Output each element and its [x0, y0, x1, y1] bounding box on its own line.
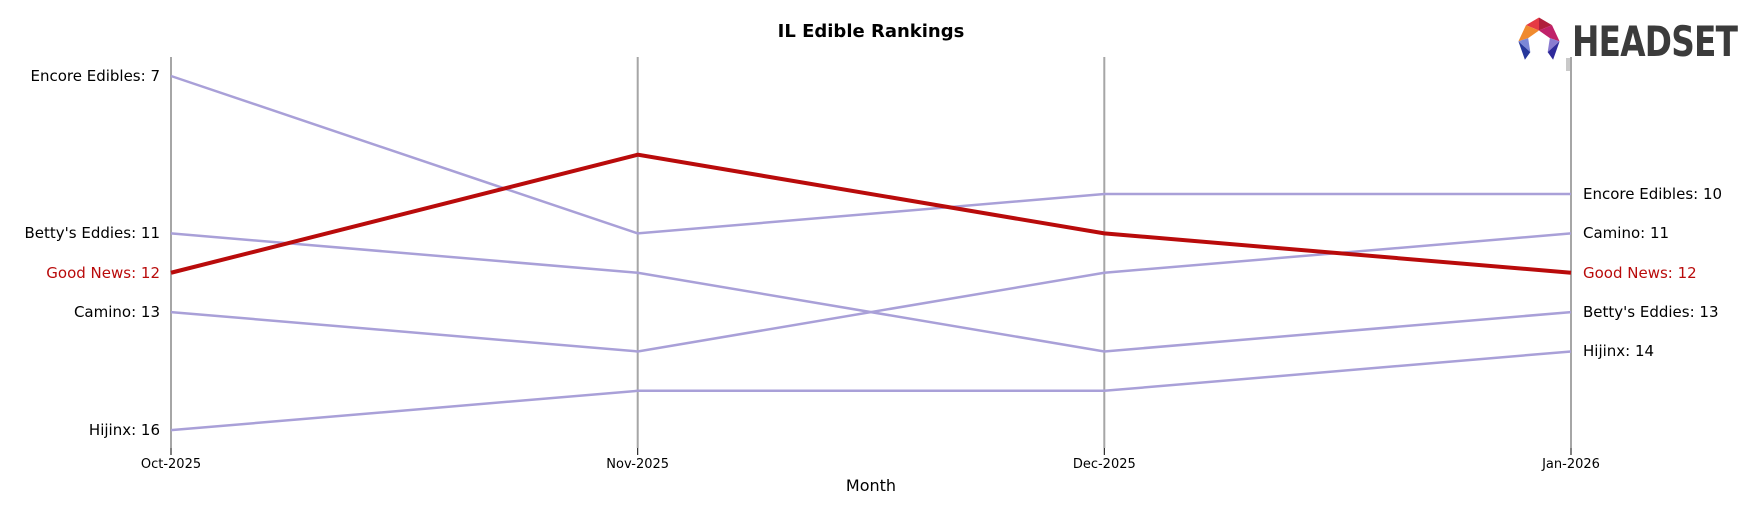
logo-facet-bottom-left-dark — [1518, 41, 1531, 60]
x-tick-label-oct-2025: Oct-2025 — [140, 457, 202, 472]
logo-facet-right-arm — [1539, 25, 1560, 42]
series-label-right-camino: Camino: 11 — [1583, 224, 1670, 243]
logo-facet-bottom-left-light — [1518, 38, 1531, 53]
logo-facet-bottom-right-light — [1547, 38, 1560, 53]
series-line-hijinx — [170, 350, 1572, 432]
series-label-right-encore-edibles: Encore Edibles: 10 — [1583, 185, 1723, 204]
series-label-left-betty-s-eddies: Betty's Eddies: 11 — [24, 224, 160, 243]
x-tick-label-jan-2026: Jan-2026 — [1542, 457, 1600, 472]
series-label-right-betty-s-eddies: Betty's Eddies: 13 — [1583, 303, 1719, 322]
series-label-left-camino: Camino: 13 — [73, 303, 160, 322]
logo-facet-left-arm — [1518, 25, 1539, 42]
headset-logo-icon — [1518, 17, 1560, 60]
headset-logo: HEADSET — [1510, 7, 1751, 71]
x-tick-label-nov-2025: Nov-2025 — [606, 457, 670, 472]
logo-facet-top-left — [1526, 17, 1539, 31]
chart-title: IL Edible Rankings — [777, 21, 965, 42]
x-tick-label-dec-2025: Dec-2025 — [1072, 457, 1136, 472]
series-label-left-hijinx: Hijinx: 16 — [88, 421, 160, 440]
series-label-right-good-news: Good News: 12 — [1583, 263, 1697, 282]
series-line-good-news — [170, 152, 1572, 275]
series-label-right-hijinx: Hijinx: 14 — [1583, 342, 1655, 361]
x-axis-title: Month — [845, 476, 897, 495]
logo-facet-bottom-right-dark — [1547, 41, 1560, 60]
series-line-encore-edibles — [170, 74, 1571, 235]
logo-facet-top-right — [1539, 17, 1552, 31]
logo-registration-mark — [1566, 58, 1570, 71]
headset-logo-text: HEADSET — [1572, 17, 1738, 66]
series-label-left-encore-edibles: Encore Edibles: 7 — [30, 67, 160, 85]
series-label-left-good-news: Good News: 12 — [46, 263, 160, 282]
